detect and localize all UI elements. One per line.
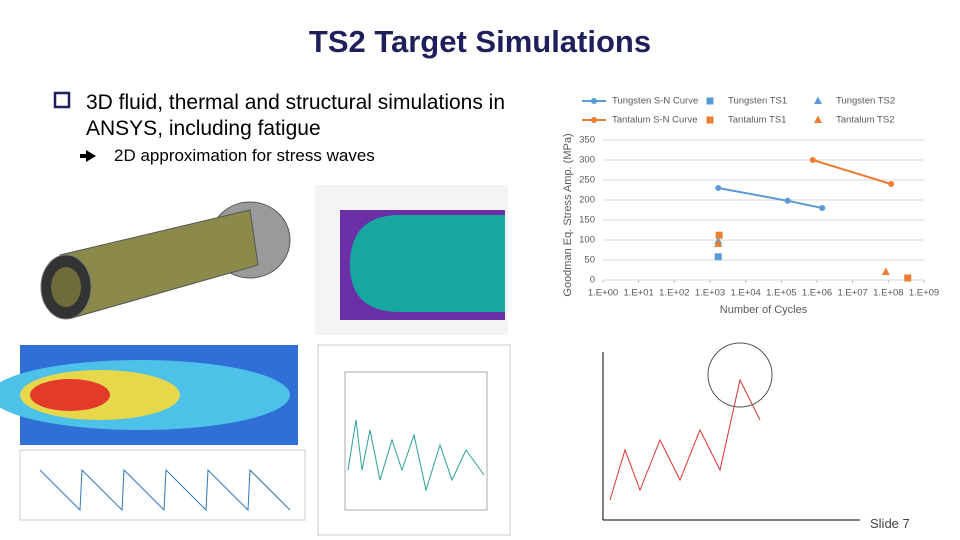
x-tick-label: 1.E+00 bbox=[588, 288, 618, 299]
data-point bbox=[715, 185, 722, 191]
legend-marker bbox=[591, 98, 597, 104]
legend-marker bbox=[706, 97, 714, 105]
legend-marker bbox=[591, 117, 597, 123]
x-tick-label: 1.E+09 bbox=[909, 288, 939, 299]
x-tick-label: 1.E+08 bbox=[873, 288, 903, 299]
y-tick-label: 350 bbox=[579, 135, 595, 146]
bullet-text: 3D fluid, thermal and structural simulat… bbox=[86, 91, 506, 140]
legend-label: Tungsten TS1 bbox=[728, 96, 787, 107]
y-tick-label: 300 bbox=[579, 155, 595, 166]
y-tick-label: 100 bbox=[579, 235, 595, 246]
x-axis-label: Number of Cycles bbox=[720, 304, 808, 316]
flow-contour bbox=[0, 345, 298, 445]
legend-label: Tantalum S-N Curve bbox=[612, 115, 698, 126]
y-tick-label: 50 bbox=[584, 255, 595, 266]
data-point bbox=[888, 181, 895, 187]
legend-marker bbox=[814, 115, 822, 123]
transient-stress-plot bbox=[19, 449, 306, 521]
data-point bbox=[715, 231, 723, 239]
legend-label: Tantalum TS2 bbox=[836, 115, 894, 126]
x-tick-label: 1.E+05 bbox=[766, 288, 796, 299]
series-line bbox=[812, 159, 892, 185]
x-tick-label: 1.E+03 bbox=[695, 288, 725, 299]
data-point bbox=[809, 157, 816, 163]
data-point bbox=[714, 253, 722, 261]
y-tick-label: 0 bbox=[590, 275, 595, 286]
data-point bbox=[784, 197, 791, 204]
slide-number: Slide 7 bbox=[870, 516, 910, 531]
y-tick-label: 250 bbox=[579, 175, 595, 186]
bullet-arrow bbox=[80, 150, 96, 162]
y-tick-label: 200 bbox=[579, 195, 595, 206]
x-tick-label: 1.E+04 bbox=[730, 288, 760, 299]
legend-label: Tantalum TS1 bbox=[728, 115, 786, 126]
y-tick-label: 150 bbox=[579, 215, 595, 226]
x-tick-label: 1.E+06 bbox=[802, 288, 832, 299]
data-point bbox=[881, 267, 890, 275]
legend-label: Tungsten TS2 bbox=[836, 96, 895, 107]
data-point bbox=[819, 205, 826, 211]
x-tick-label: 1.E+02 bbox=[659, 288, 689, 299]
data-point bbox=[714, 239, 723, 247]
ansys-mesh bbox=[315, 185, 508, 335]
y-axis-label: Goodman Eq. Stress Amp. (MPa) bbox=[562, 133, 574, 296]
series-line bbox=[718, 187, 823, 209]
cylinder-model bbox=[40, 201, 291, 320]
bullet-box bbox=[53, 91, 71, 109]
dynamic-stress-plot bbox=[317, 344, 511, 536]
slide-title: TS2 Target Simulations bbox=[308, 24, 652, 59]
data-point bbox=[904, 274, 912, 282]
x-tick-label: 1.E+07 bbox=[837, 288, 867, 299]
stress-schematic bbox=[602, 342, 860, 521]
legend-marker bbox=[706, 116, 714, 124]
legend-label: Tungsten S-N Curve bbox=[612, 96, 698, 107]
sub-bullet-text: 2D approximation for stress waves bbox=[114, 146, 375, 165]
x-tick-label: 1.E+01 bbox=[623, 288, 653, 299]
legend-marker bbox=[814, 96, 822, 104]
